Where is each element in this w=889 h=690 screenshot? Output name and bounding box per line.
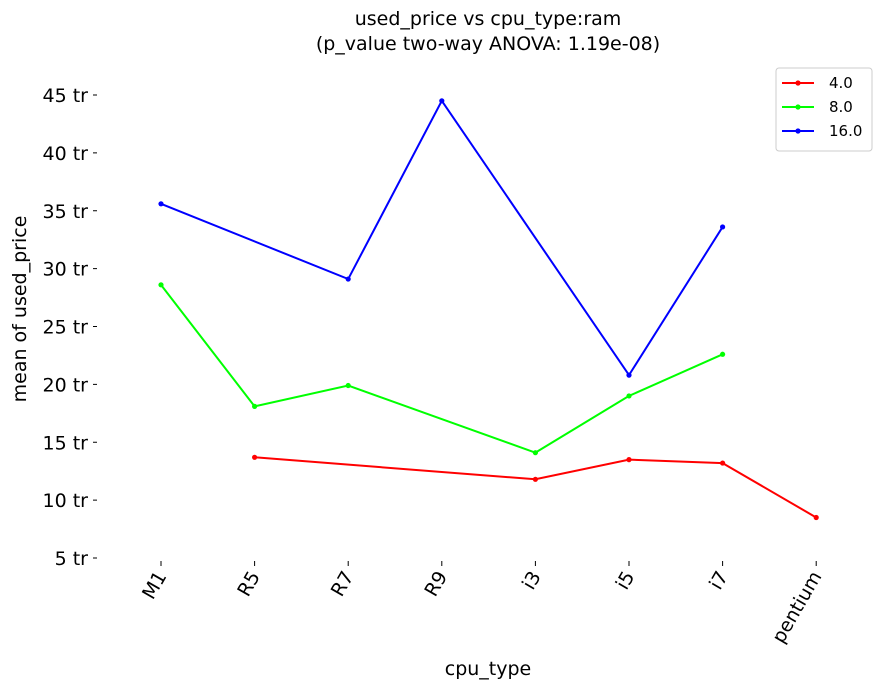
y-tick-label: 5 tr	[55, 548, 89, 570]
y-tick-label: 25 tr	[43, 317, 89, 339]
data-point	[626, 393, 632, 399]
series-8.0	[158, 282, 726, 456]
legend-label: 16.0	[829, 122, 862, 140]
legend-marker	[795, 104, 801, 110]
x-tick-label: i3	[518, 568, 546, 594]
data-point	[252, 454, 258, 460]
data-point	[532, 476, 539, 482]
x-tick-label: R9	[420, 568, 452, 601]
data-point	[720, 224, 726, 230]
x-tick-label: pentium	[768, 568, 827, 647]
data-point	[158, 282, 164, 288]
y-tick-label: 30 tr	[43, 259, 89, 281]
legend-label: 4.0	[829, 74, 853, 92]
legend-item: 4.0	[782, 74, 853, 92]
legend: 4.0 8.0 16.0	[775, 67, 873, 152]
series-layer	[158, 98, 819, 521]
y-axis: 5 tr 10 tr 15 tr 20 tr 25 tr 30 tr 35 tr 40 tr 4…	[43, 85, 97, 570]
series-line	[160, 98, 724, 377]
data-point	[345, 276, 351, 282]
x-tick-label: M1	[138, 568, 171, 604]
chart-subtitle: (p_value two-way ANOVA: 1.19e-08)	[316, 33, 660, 55]
y-axis-label: mean of used_price	[9, 216, 31, 403]
x-tick-label: i5	[612, 568, 640, 594]
y-tick-label: 35 tr	[43, 201, 89, 223]
legend-marker	[795, 128, 801, 134]
series-4.0	[252, 454, 819, 521]
y-tick-label: 40 tr	[43, 143, 89, 165]
data-point	[345, 382, 351, 389]
data-point	[813, 514, 819, 521]
data-point	[158, 201, 164, 207]
y-tick-label: 15 tr	[43, 432, 89, 454]
data-point	[439, 98, 445, 104]
data-point	[626, 372, 632, 378]
x-tick-label: R5	[233, 568, 265, 601]
series-line	[254, 456, 817, 519]
data-point	[532, 450, 539, 456]
y-tick-label: 10 tr	[43, 490, 89, 512]
legend-item: 16.0	[782, 122, 862, 140]
legend-marker	[795, 80, 801, 86]
x-tick-label: R7	[327, 568, 359, 601]
data-point	[252, 403, 258, 409]
x-axis: M1 R5 R7 R9 i3 i5 i7 pentium	[138, 561, 827, 647]
data-point	[720, 351, 726, 357]
data-point	[720, 460, 726, 466]
series-line	[160, 284, 724, 454]
y-tick-label: 20 tr	[43, 374, 89, 396]
y-tick-label: 45 tr	[43, 85, 89, 107]
legend-label: 8.0	[829, 98, 853, 116]
chart-title: used_price vs cpu_type:ram	[355, 8, 622, 30]
data-point	[626, 457, 632, 463]
x-tick-label: i7	[705, 568, 733, 594]
x-axis-label: cpu_type	[445, 658, 532, 680]
series-16.0	[158, 98, 726, 378]
legend-item: 8.0	[782, 98, 853, 116]
